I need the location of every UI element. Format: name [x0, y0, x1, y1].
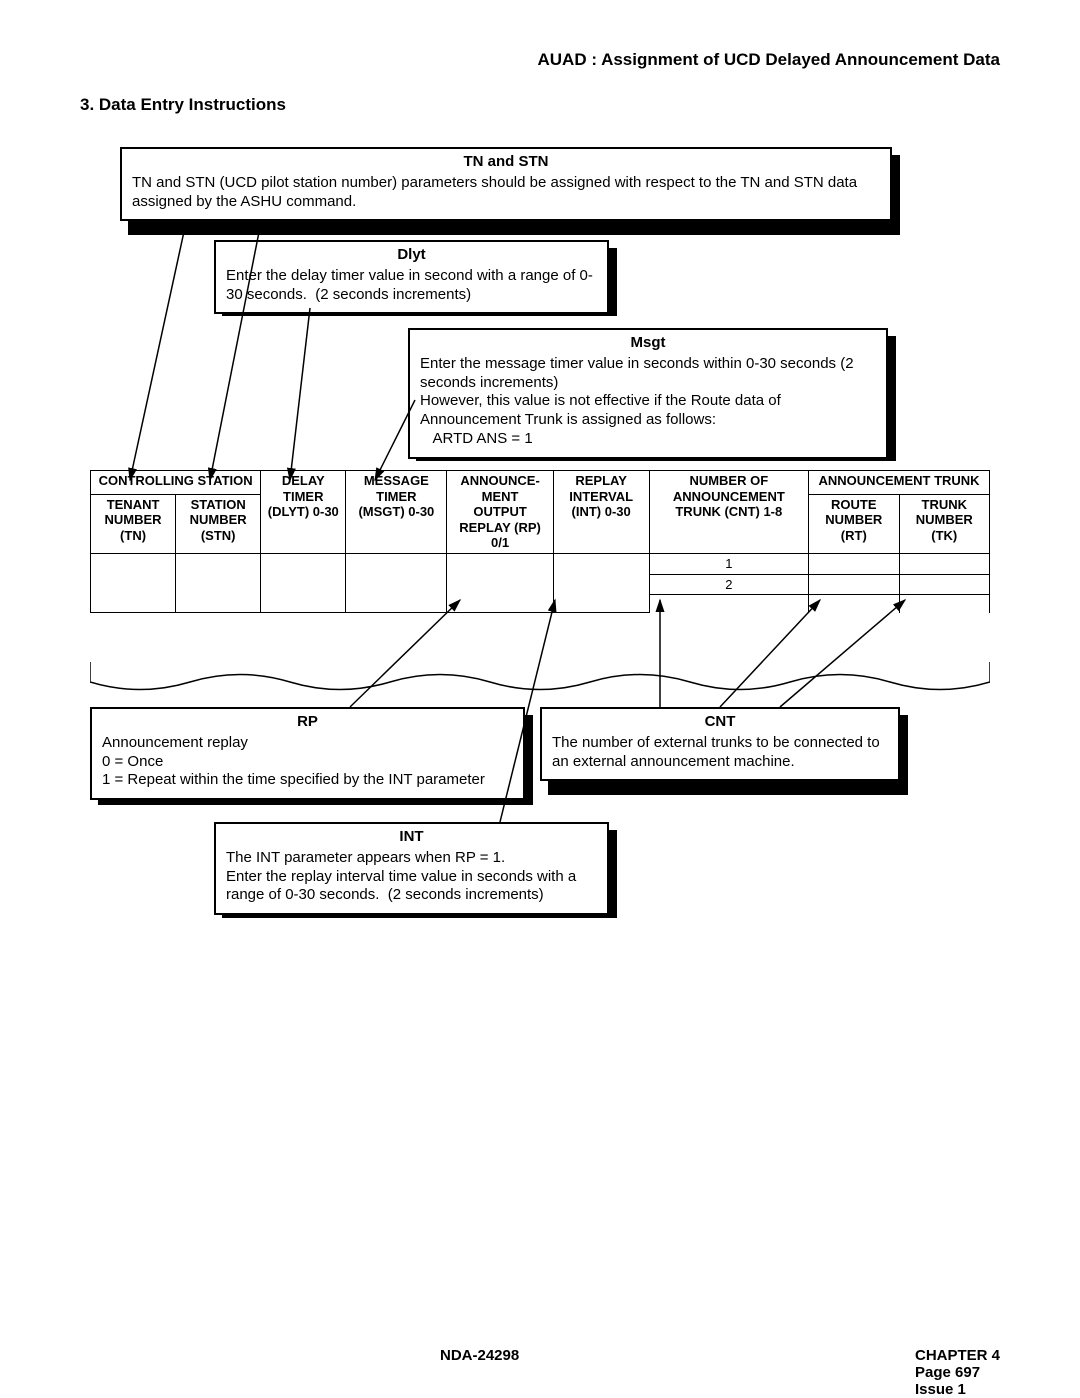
- callout-tnstn: TN and STN TN and STN (UCD pilot station…: [120, 147, 892, 221]
- th-cnt: TRUNK (CNT) 1-8: [675, 504, 782, 519]
- th-tn: TENANT NUMBER (TN): [91, 494, 176, 553]
- section-title: 3. Data Entry Instructions: [80, 95, 286, 115]
- th-message-timer: MESSAGE TIMER: [364, 473, 429, 504]
- th-rt: ROUTE NUMBER (RT): [809, 494, 899, 553]
- page-header: AUAD : Assignment of UCD Delayed Announc…: [537, 50, 1000, 70]
- callout-rp: RP Announcement replay 0 = Once 1 = Repe…: [90, 707, 525, 800]
- callout-title: CNT: [552, 713, 888, 732]
- th-tk: TRUNK NUMBER (TK): [899, 494, 989, 553]
- chapter: CHAPTER 4: [915, 1347, 1000, 1364]
- th-delay-timer: DELAY TIMER: [282, 473, 325, 504]
- callout-cnt: CNT The number of external trunks to be …: [540, 707, 900, 781]
- data-table: CONTROLLING STATION DELAY TIMER (DLYT) 0…: [90, 470, 990, 613]
- th-controlling-station: CONTROLLING STATION: [91, 471, 261, 495]
- callout-title: TN and STN: [132, 153, 880, 172]
- callout-int: INT The INT parameter appears when RP = …: [214, 822, 609, 915]
- callout-title: RP: [102, 713, 513, 732]
- callout-title: Dlyt: [226, 246, 597, 265]
- callout-body: Enter the delay timer value in second wi…: [226, 267, 597, 305]
- callout-title: INT: [226, 828, 597, 847]
- th-rp: OUTPUT REPLAY (RP) 0/1: [459, 504, 541, 550]
- th-msgt: (MSGT) 0-30: [358, 504, 434, 519]
- callout-title: Msgt: [420, 334, 876, 353]
- issue: Issue 1: [915, 1381, 1000, 1398]
- callout-body: Enter the message timer value in seconds…: [420, 355, 876, 449]
- table-torn-edge: [90, 662, 990, 702]
- th-announcement: ANNOUNCE-MENT: [460, 473, 539, 504]
- th-stn: STATION NUMBER (STN): [176, 494, 261, 553]
- th-replay-interval: REPLAY INTERVAL: [569, 473, 633, 504]
- doc-number: NDA-24298: [440, 1347, 519, 1364]
- callout-dlyt: Dlyt Enter the delay timer value in seco…: [214, 240, 609, 314]
- th-dlyt: (DLYT) 0-30: [268, 504, 339, 519]
- th-num-announce: NUMBER OF ANNOUNCEMENT: [673, 473, 785, 504]
- cell-cnt-2: 2: [649, 574, 809, 595]
- cell-cnt-1: 1: [649, 553, 809, 574]
- callout-body: The INT parameter appears when RP = 1. E…: [226, 849, 597, 905]
- callout-body: TN and STN (UCD pilot station number) pa…: [132, 174, 880, 212]
- page-number: Page 697: [915, 1364, 1000, 1381]
- callout-body: The number of external trunks to be conn…: [552, 734, 888, 772]
- callout-msgt: Msgt Enter the message timer value in se…: [408, 328, 888, 459]
- th-announce-trunk: ANNOUNCEMENT TRUNK: [809, 471, 990, 495]
- callout-body: Announcement replay 0 = Once 1 = Repeat …: [102, 734, 513, 790]
- th-int: (INT) 0-30: [572, 504, 631, 519]
